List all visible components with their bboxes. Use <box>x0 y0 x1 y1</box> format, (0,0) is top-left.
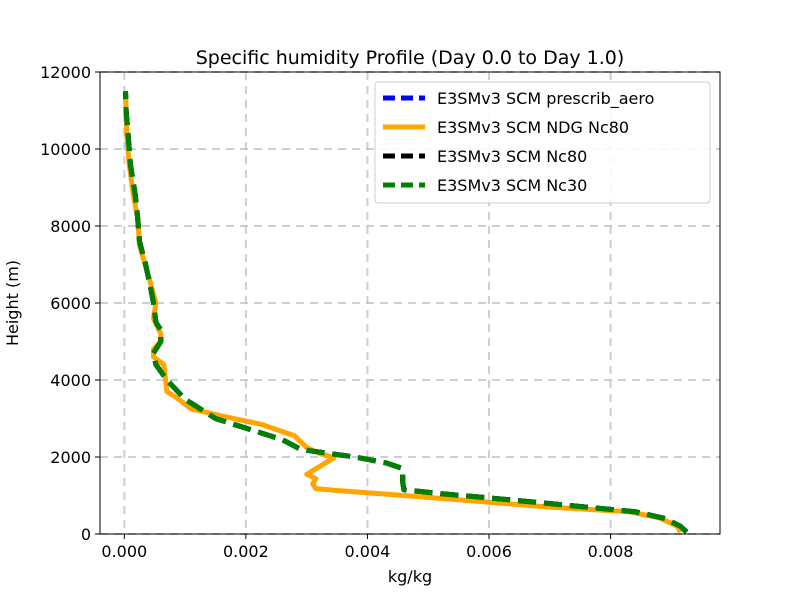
y-axis: 0 2000 4000 6000 8000 10000 12000 <box>40 63 100 544</box>
y-tick-label: 8000 <box>50 217 91 236</box>
y-tick-label: 0 <box>81 525 91 544</box>
y-tick-label: 6000 <box>50 294 91 313</box>
y-axis-title: Height (m) <box>3 260 22 346</box>
legend-label-4: E3SMv3 SCM Nc30 <box>437 176 587 195</box>
x-tick-label: 0.008 <box>588 542 634 561</box>
x-tick-label: 0.004 <box>345 542 391 561</box>
legend: E3SMv3 SCM prescrib_aero E3SMv3 SCM NDG N… <box>374 81 711 204</box>
x-tick-label: 0.006 <box>466 542 512 561</box>
y-tick-label: 10000 <box>40 140 91 159</box>
legend-label-3: E3SMv3 SCM Nc80 <box>437 147 587 166</box>
legend-label-2: E3SMv3 SCM NDG Nc80 <box>437 118 629 137</box>
legend-label-1: E3SMv3 SCM prescrib_aero <box>437 89 654 109</box>
legend-box <box>374 81 711 204</box>
x-tick-label: 0.002 <box>223 542 269 561</box>
x-axis: 0.000 0.002 0.004 0.006 0.008 <box>101 534 633 561</box>
y-tick-label: 12000 <box>40 63 91 82</box>
x-axis-title: kg/kg <box>388 567 432 586</box>
y-tick-label: 4000 <box>50 371 91 390</box>
x-tick-label: 0.000 <box>101 542 147 561</box>
y-tick-label: 2000 <box>50 448 91 467</box>
series-layer <box>123 91 689 534</box>
series-line-4 <box>123 91 689 534</box>
chart-title: Specific humidity Profile (Day 0.0 to Da… <box>196 47 625 69</box>
